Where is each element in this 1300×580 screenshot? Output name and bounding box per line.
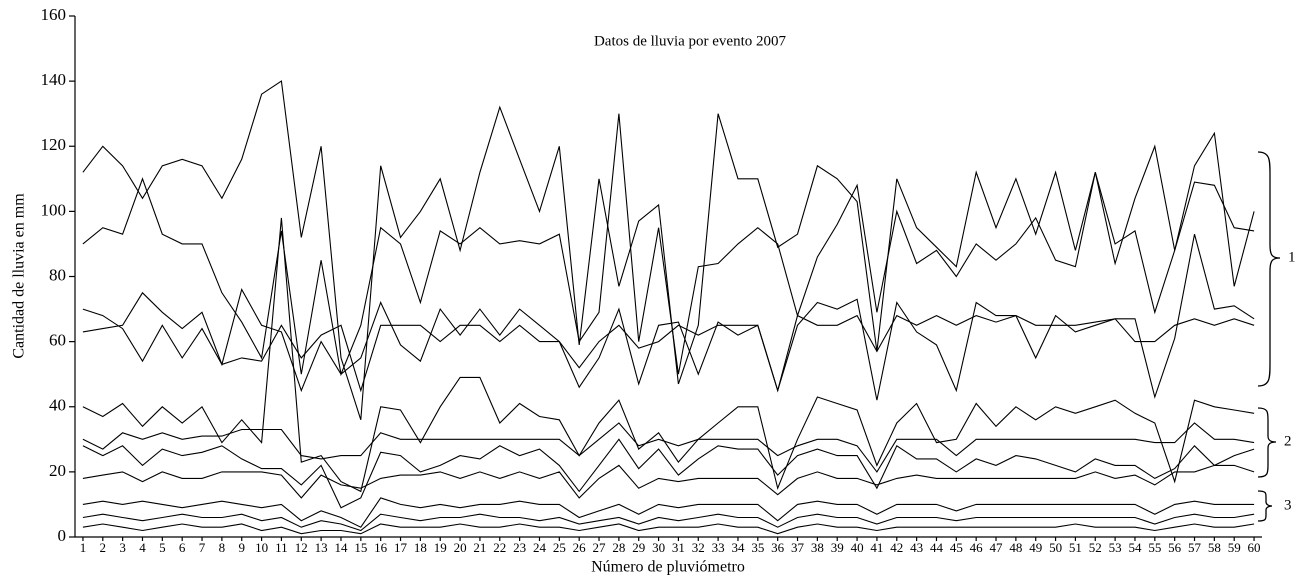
x-tick-label: 16 (374, 540, 388, 555)
x-tick-label: 42 (890, 540, 903, 555)
x-tick-label: 32 (692, 540, 705, 555)
series-line (82, 80, 1255, 420)
series-line (82, 523, 1255, 535)
series-line (82, 234, 1255, 401)
y-tick-label: 160 (41, 5, 67, 24)
annotation: 2 (1284, 433, 1292, 449)
x-tick-label: 58 (1208, 540, 1221, 555)
x-tick-label: 6 (179, 540, 186, 555)
y-axis-label: Cantidad de lluvia en mm (11, 193, 28, 359)
x-tick-label: 21 (473, 540, 486, 555)
x-tick-label: 54 (1128, 540, 1142, 555)
x-tick-label: 59 (1228, 540, 1241, 555)
y-tick-label: 20 (49, 461, 66, 480)
series-line (82, 308, 1255, 393)
x-tick-label: 10 (255, 540, 268, 555)
y-tick-label: 60 (49, 331, 66, 350)
x-tick-label: 5 (159, 540, 166, 555)
series-line (82, 422, 1255, 473)
x-tick-label: 18 (414, 540, 427, 555)
x-tick-label: 39 (831, 540, 844, 555)
x-tick-label: 29 (632, 540, 645, 555)
x-tick-label: 55 (1148, 540, 1161, 555)
series-line (82, 497, 1255, 528)
x-tick-label: 50 (1049, 540, 1062, 555)
bracket (1257, 151, 1281, 387)
series-line (82, 217, 1255, 493)
x-tick-label: 4 (139, 540, 146, 555)
x-tick-label: 14 (334, 540, 348, 555)
series-line (82, 113, 1255, 377)
y-tick-label: 100 (41, 200, 67, 219)
x-tick-label: 37 (791, 540, 805, 555)
x-tick-label: 28 (612, 540, 625, 555)
x-tick-label: 45 (950, 540, 963, 555)
x-axis-label: Número de pluviómetro (591, 559, 745, 576)
series-line (82, 513, 1255, 532)
y-tick-label: 40 (49, 396, 66, 415)
x-tick-label: 30 (652, 540, 665, 555)
x-tick-label: 51 (1069, 540, 1082, 555)
x-tick-label: 57 (1188, 540, 1202, 555)
chart-title: Datos de lluvia por evento 2007 (594, 33, 787, 49)
x-tick-label: 2 (100, 540, 107, 555)
x-tick-label: 8 (219, 540, 226, 555)
x-tick-label: 56 (1168, 540, 1182, 555)
x-tick-label: 47 (990, 540, 1004, 555)
x-tick-label: 15 (354, 540, 367, 555)
x-tick-label: 31 (672, 540, 685, 555)
x-tick-label: 23 (513, 540, 526, 555)
x-tick-label: 49 (1029, 540, 1042, 555)
x-tick-label: 53 (1109, 540, 1122, 555)
x-tick-label: 7 (199, 540, 206, 555)
x-tick-label: 46 (970, 540, 984, 555)
x-tick-label: 3 (119, 540, 126, 555)
y-tick-label: 80 (49, 265, 66, 284)
x-tick-label: 38 (811, 540, 824, 555)
series-line (82, 464, 1255, 499)
x-tick-label: 40 (851, 540, 864, 555)
x-tick-label: 26 (573, 540, 587, 555)
x-tick-label: 27 (593, 540, 607, 555)
x-tick-label: 19 (434, 540, 447, 555)
x-tick-label: 25 (553, 540, 566, 555)
x-tick-label: 17 (394, 540, 408, 555)
x-tick-label: 33 (712, 540, 725, 555)
annotation: 1 (1288, 249, 1296, 265)
x-tick-label: 43 (910, 540, 923, 555)
bracket (1257, 407, 1277, 478)
x-tick-label: 22 (493, 540, 506, 555)
series-line (82, 438, 1255, 509)
x-tick-label: 35 (751, 540, 764, 555)
x-tick-label: 44 (930, 540, 944, 555)
bracket (1257, 490, 1273, 522)
y-tick-label: 120 (41, 135, 67, 154)
x-tick-label: 13 (315, 540, 328, 555)
x-tick-label: 36 (771, 540, 785, 555)
x-tick-label: 60 (1248, 540, 1261, 555)
x-tick-label: 20 (454, 540, 467, 555)
x-tick-label: 34 (731, 540, 745, 555)
x-tick-label: 1 (80, 540, 87, 555)
y-tick-label: 140 (41, 70, 67, 89)
x-tick-label: 12 (295, 540, 308, 555)
x-tick-label: 24 (533, 540, 547, 555)
x-tick-label: 9 (238, 540, 245, 555)
x-tick-label: 41 (870, 540, 883, 555)
x-tick-label: 11 (275, 540, 288, 555)
annotation: 3 (1284, 497, 1292, 513)
x-tick-label: 48 (1009, 540, 1022, 555)
y-tick-label: 0 (58, 526, 67, 545)
x-tick-label: 52 (1089, 540, 1102, 555)
